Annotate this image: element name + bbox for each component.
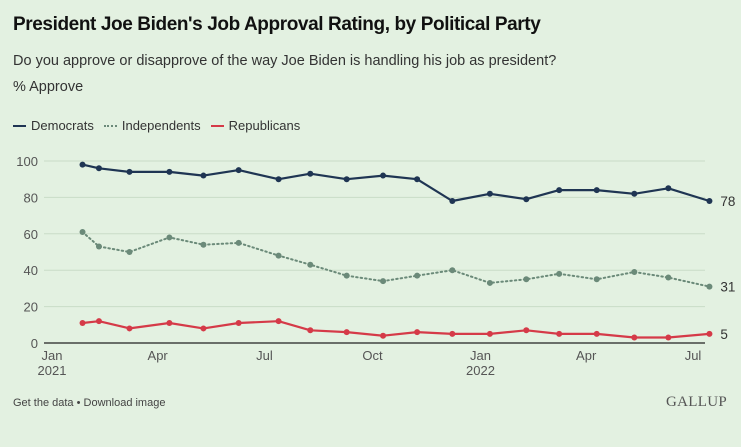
- legend-item-republicans[interactable]: Republicans: [210, 118, 301, 133]
- footer-separator: •: [73, 397, 84, 409]
- data-point-independents: [556, 270, 563, 277]
- data-point-democrats: [486, 190, 493, 197]
- legend-item-democrats[interactable]: Democrats: [13, 118, 94, 133]
- data-point-independents: [95, 243, 102, 250]
- data-point-independents: [166, 234, 173, 241]
- data-point-democrats: [556, 187, 563, 194]
- legend-label: Independents: [121, 118, 201, 133]
- data-point-independents: [631, 269, 638, 276]
- data-point-republicans: [486, 330, 493, 337]
- data-point-independents: [235, 239, 242, 246]
- series-line-democrats: [82, 163, 710, 203]
- data-point-democrats: [343, 176, 350, 183]
- data-point-democrats: [449, 198, 456, 205]
- data-point-democrats: [414, 176, 421, 183]
- data-point-independents: [307, 261, 314, 268]
- data-point-republicans: [380, 332, 387, 339]
- data-point-independents: [706, 283, 713, 290]
- data-point-republicans: [307, 327, 314, 334]
- end-label-democrats: 78: [720, 194, 735, 209]
- data-point-republicans: [95, 318, 102, 325]
- y-tick-label: 100: [16, 154, 38, 169]
- data-point-democrats: [166, 168, 173, 175]
- data-point-republicans: [79, 319, 86, 326]
- x-tick-label: Apr: [576, 348, 597, 363]
- series-line-republicans: [82, 320, 710, 339]
- data-point-democrats: [126, 168, 133, 175]
- unit-label: % Approve: [13, 79, 84, 95]
- legend-swatch-republicans: [210, 124, 224, 127]
- data-point-democrats: [235, 167, 242, 174]
- data-point-independents: [593, 276, 600, 283]
- data-point-independents: [126, 249, 133, 255]
- data-point-republicans: [523, 327, 530, 334]
- y-tick-label: 60: [24, 227, 38, 242]
- data-point-republicans: [414, 329, 421, 336]
- get-data-link[interactable]: Get the data: [13, 397, 74, 409]
- data-point-democrats: [307, 170, 314, 177]
- data-point-republicans: [449, 330, 456, 337]
- data-point-republicans: [706, 330, 713, 337]
- legend: Democrats Independents Republicans: [13, 118, 304, 133]
- x-tick-sublabel: 2022: [466, 363, 495, 378]
- chart-subtitle: Do you approve or disapprove of the way …: [13, 53, 557, 69]
- data-point-democrats: [200, 172, 207, 179]
- data-point-democrats: [706, 198, 713, 205]
- download-image-link[interactable]: Download image: [83, 397, 166, 409]
- x-tick-label: Oct: [362, 348, 383, 363]
- data-point-republicans: [275, 318, 282, 325]
- x-tick-label: Apr: [148, 348, 169, 363]
- x-tick-label: Jul: [685, 348, 702, 363]
- data-point-republicans: [166, 319, 173, 326]
- legend-item-independents[interactable]: Independents: [103, 118, 201, 133]
- legend-swatch-independents: [103, 124, 117, 127]
- x-tick-sublabel: 2021: [38, 363, 67, 378]
- legend-swatch-democrats: [13, 124, 26, 127]
- data-point-independents: [449, 267, 456, 274]
- chart-title: President Joe Biden's Job Approval Ratin…: [13, 14, 541, 35]
- data-point-independents: [486, 279, 493, 286]
- data-point-democrats: [631, 190, 638, 197]
- data-point-independents: [380, 278, 387, 285]
- series-line-independents: [81, 231, 711, 288]
- data-point-republicans: [343, 329, 350, 336]
- data-point-independents: [414, 272, 421, 279]
- x-tick-label: Jul: [256, 348, 273, 363]
- data-point-republicans: [126, 325, 133, 332]
- data-point-independents: [275, 252, 282, 259]
- data-point-democrats: [593, 187, 600, 194]
- data-point-republicans: [631, 334, 638, 341]
- data-point-democrats: [380, 172, 387, 179]
- legend-label: Democrats: [31, 118, 94, 133]
- y-tick-label: 80: [24, 190, 38, 205]
- data-point-republicans: [665, 334, 672, 341]
- data-point-independents: [665, 274, 672, 281]
- data-point-republicans: [200, 325, 207, 332]
- end-label-independents: 31: [720, 280, 735, 295]
- y-tick-label: 0: [31, 336, 38, 351]
- data-point-independents: [343, 272, 350, 279]
- x-tick-label: Jan: [42, 348, 63, 363]
- data-point-democrats: [95, 165, 102, 172]
- data-point-republicans: [593, 330, 600, 337]
- data-point-independents: [200, 241, 207, 248]
- data-point-democrats: [79, 161, 86, 168]
- data-point-democrats: [275, 176, 282, 183]
- y-tick-label: 20: [24, 300, 38, 315]
- data-point-independents: [523, 276, 530, 283]
- x-tick-label: Jan: [470, 348, 491, 363]
- data-point-republicans: [235, 319, 242, 326]
- data-point-republicans: [556, 330, 563, 337]
- data-point-democrats: [665, 185, 672, 192]
- data-point-democrats: [523, 196, 530, 203]
- legend-label: Republicans: [228, 118, 301, 133]
- gallup-logo: GALLUP: [666, 394, 727, 410]
- y-tick-label: 40: [24, 263, 38, 278]
- end-label-republicans: 5: [720, 327, 728, 342]
- footer-links: Get the data • Download image: [13, 397, 165, 409]
- data-point-independents: [79, 228, 86, 235]
